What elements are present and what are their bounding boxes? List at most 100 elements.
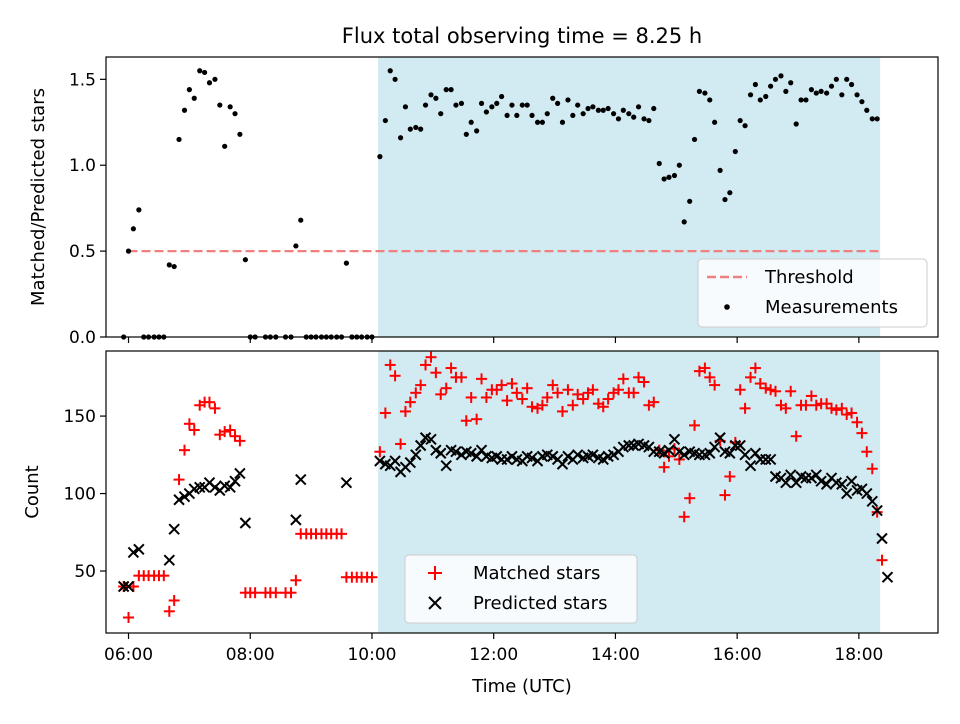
- predicted-star-point: [663, 444, 675, 456]
- legend-measurements-label: Measurements: [765, 297, 898, 318]
- measurement-point: [544, 111, 550, 117]
- measurement-point: [635, 104, 642, 110]
- matched-stars-series: [118, 351, 888, 624]
- measurement-point: [181, 107, 188, 113]
- measurement-point: [808, 87, 815, 93]
- predicted-star-point: [295, 473, 307, 486]
- measurement-point: [747, 92, 754, 98]
- measurement-point: [585, 105, 591, 112]
- predicted-star-point: [234, 467, 246, 480]
- matched-star-point: [871, 506, 883, 518]
- matched-star-point: [810, 399, 822, 411]
- measurement-point: [171, 263, 177, 270]
- measurement-point: [222, 143, 228, 149]
- measurement-point: [712, 119, 718, 125]
- matched-star-point: [471, 413, 483, 425]
- predicted-star-point: [465, 447, 477, 459]
- matched-star-point: [830, 404, 842, 416]
- measurement-point: [854, 92, 860, 98]
- x-tick-label: 16:00: [713, 645, 762, 665]
- matched-star-point: [425, 351, 437, 363]
- predicted-star-point: [410, 449, 422, 461]
- legend-predicted-swatch: [428, 596, 442, 610]
- matched-star-point: [511, 387, 523, 399]
- measurement-point: [702, 90, 708, 96]
- measurement-point: [610, 111, 617, 117]
- matched-star-point: [851, 416, 863, 428]
- top-x-ticks: [127, 337, 860, 343]
- measurement-point: [483, 109, 489, 115]
- measurement-point: [539, 119, 545, 125]
- predicted-star-point: [414, 439, 427, 452]
- matched-star-point: [556, 405, 568, 417]
- matched-star-point: [224, 424, 236, 436]
- measurement-point: [656, 160, 662, 167]
- measurement-point: [478, 100, 485, 106]
- top-legend: Threshold Measurements: [697, 258, 928, 328]
- measurements-series: [121, 68, 880, 340]
- matched-star-point: [719, 489, 731, 501]
- matched-star-point: [399, 405, 411, 417]
- measurement-point: [793, 121, 799, 127]
- matched-star-point: [496, 379, 508, 391]
- top-y-tick-label: 1.0: [69, 156, 96, 176]
- matched-star-point: [760, 382, 772, 394]
- measurement-point: [844, 76, 850, 82]
- predicted-star-point: [556, 458, 569, 470]
- legend-matched-label: Matched stars: [473, 563, 600, 584]
- top-legend-box: [697, 258, 928, 328]
- matched-star-point: [366, 571, 378, 583]
- predicted-star-point: [760, 453, 772, 466]
- matched-star-point: [290, 574, 302, 586]
- matched-star-point: [709, 379, 721, 391]
- measurement-point: [186, 87, 192, 93]
- matched-star-point: [465, 391, 477, 403]
- predicted-star-point: [229, 475, 241, 487]
- predicted-star-point: [866, 495, 878, 508]
- matched-star-point: [841, 409, 853, 421]
- measurement-point: [864, 107, 870, 113]
- matched-star-point: [415, 379, 427, 391]
- predicted-star-point: [708, 441, 721, 453]
- bottom-legend: Matched stars Predicted stars: [404, 554, 638, 624]
- matched-star-point: [501, 395, 513, 407]
- measurement-point: [833, 76, 839, 82]
- predicted-star-point: [815, 475, 827, 487]
- measurement-point: [201, 69, 208, 76]
- measurement-point: [489, 104, 495, 110]
- x-axis-label: Time (UTC): [471, 676, 572, 697]
- legend-matched-swatch: [428, 566, 442, 580]
- measurement-point: [691, 136, 698, 143]
- matched-star-point: [285, 587, 297, 599]
- matched-star-point: [552, 387, 564, 399]
- matched-star-point: [587, 384, 599, 396]
- measurement-point: [651, 105, 657, 112]
- matched-star-point: [163, 605, 175, 617]
- matched-star-point: [158, 570, 170, 582]
- measurement-point: [413, 124, 419, 131]
- predicted-star-point: [340, 476, 353, 489]
- measurement-point: [217, 102, 223, 108]
- matched-star-point: [168, 594, 180, 606]
- predicted-star-point: [587, 449, 599, 461]
- measurement-point: [448, 87, 454, 93]
- measurement-point: [803, 97, 809, 103]
- measurement-point: [534, 119, 541, 125]
- matched-star-point: [445, 362, 457, 374]
- top-panel: 0.0 0.5 1.0 1.5 Matched/Predicted stars Thr…: [28, 56, 939, 348]
- measurement-point: [742, 123, 748, 129]
- predicted-star-point: [744, 459, 757, 472]
- predicted-star-point: [729, 439, 742, 452]
- matched-star-point: [765, 384, 777, 396]
- bottom-y-tick-label: 150: [64, 407, 96, 427]
- measurement-point: [197, 68, 203, 74]
- measurement-point: [504, 112, 510, 119]
- predicted-star-point: [881, 571, 894, 583]
- measurement-point: [382, 117, 388, 124]
- measurement-point: [707, 97, 713, 103]
- bottom-plot-frame: [105, 350, 939, 634]
- matched-star-point: [123, 612, 135, 624]
- measurement-point: [443, 87, 449, 93]
- matched-star-point: [836, 402, 848, 414]
